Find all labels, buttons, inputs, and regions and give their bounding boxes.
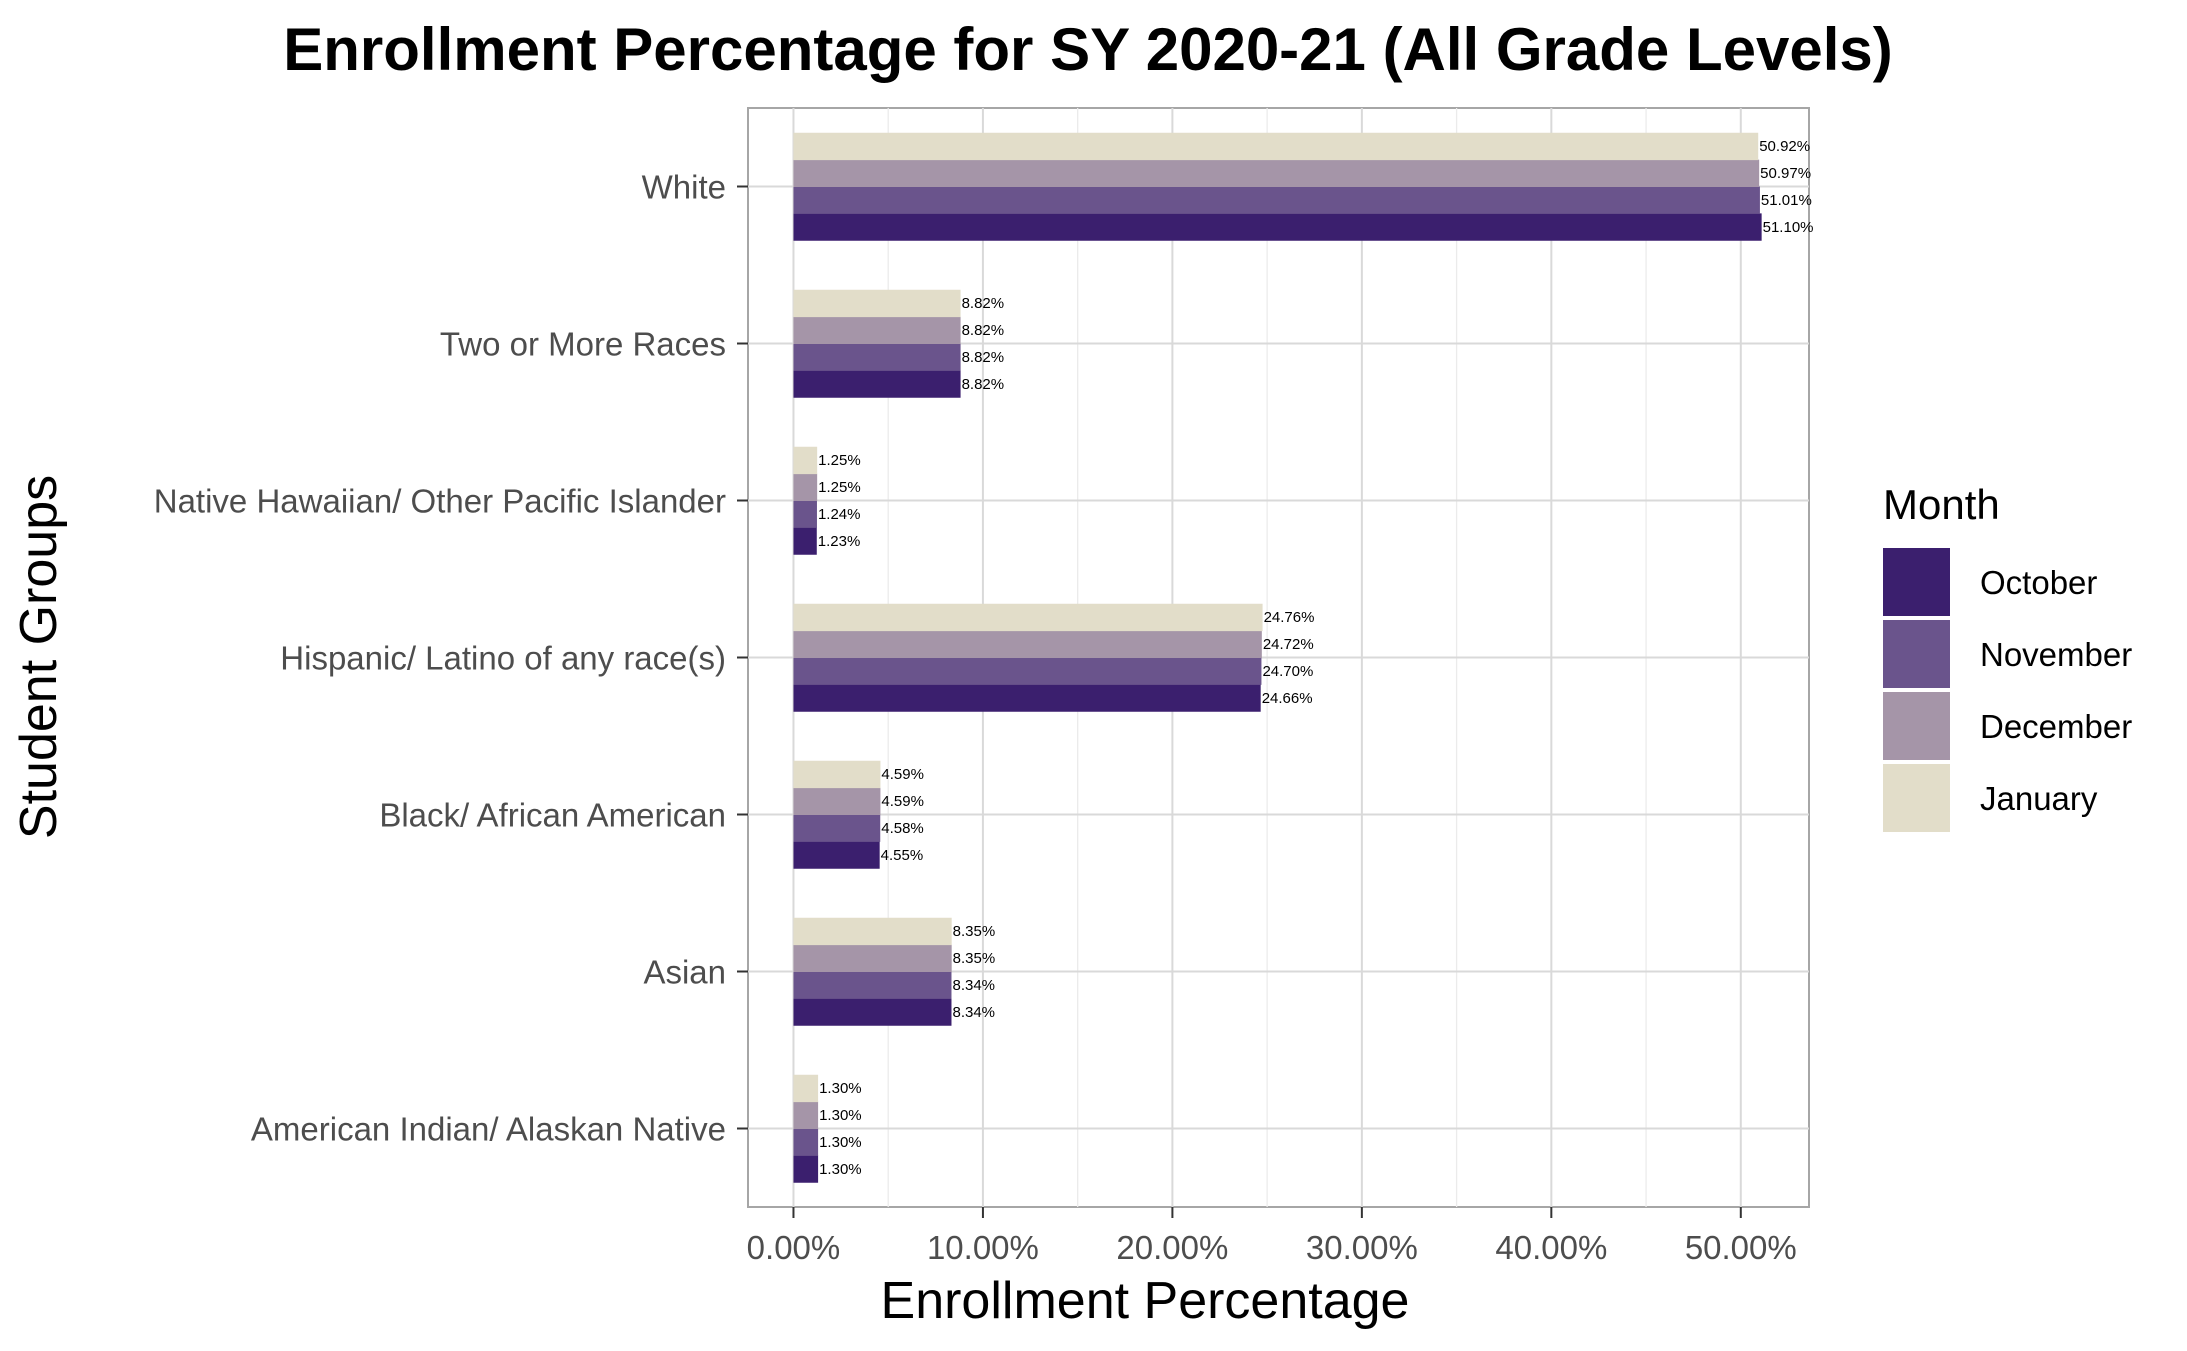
bar-value-label: 1.24% bbox=[818, 506, 861, 523]
x-axis: 0.00% 10.00% 20.00% 30.00% 40.00% 50.00% bbox=[747, 1207, 1797, 1266]
bar-value-label: 8.34% bbox=[952, 977, 995, 994]
x-tick-label: 50.00% bbox=[1685, 1229, 1797, 1266]
bar-october bbox=[793, 370, 961, 398]
y-tick-label: American Indian/ Alaskan Native bbox=[251, 1111, 726, 1148]
bar-value-label: 4.59% bbox=[881, 793, 924, 810]
legend-key-november bbox=[1883, 620, 1950, 688]
bar-november bbox=[793, 186, 1760, 214]
bar-october bbox=[793, 527, 817, 555]
bar-value-label: 50.92% bbox=[1759, 138, 1810, 155]
bar-value-label: 8.82% bbox=[962, 322, 1005, 339]
bar-december bbox=[793, 1101, 819, 1129]
legend: Month October November December January bbox=[1883, 481, 2132, 832]
bar-value-label: 50.97% bbox=[1760, 165, 1811, 182]
bar-november bbox=[793, 814, 881, 842]
bar-november bbox=[793, 1128, 819, 1156]
bar-value-label: 1.25% bbox=[818, 479, 861, 496]
bars bbox=[793, 132, 1762, 1183]
bar-october bbox=[793, 684, 1261, 712]
x-axis-title: Enrollment Percentage bbox=[881, 1272, 1410, 1330]
bar-value-label: 1.23% bbox=[818, 533, 861, 550]
x-tick-label: 10.00% bbox=[927, 1229, 1039, 1266]
bar-december bbox=[793, 787, 881, 815]
bar-value-label: 8.35% bbox=[953, 923, 996, 940]
legend-title: Month bbox=[1883, 481, 2000, 528]
bar-value-label: 1.25% bbox=[818, 452, 861, 469]
y-tick-label: Hispanic/ Latino of any race(s) bbox=[280, 640, 726, 677]
legend-label: November bbox=[1980, 636, 2132, 673]
bar-november bbox=[793, 971, 952, 999]
bar-december bbox=[793, 316, 961, 344]
bar-value-label: 51.01% bbox=[1761, 192, 1812, 209]
bar-value-label: 8.35% bbox=[953, 950, 996, 967]
bar-october bbox=[793, 213, 1762, 241]
bar-value-label: 8.82% bbox=[962, 349, 1005, 366]
x-tick-label: 0.00% bbox=[747, 1229, 841, 1266]
y-tick-label: Black/ African American bbox=[379, 797, 726, 834]
bar-january bbox=[793, 760, 881, 789]
bar-value-label: 4.55% bbox=[881, 847, 924, 864]
bar-january bbox=[793, 132, 1759, 161]
bar-value-label: 4.59% bbox=[881, 766, 924, 783]
bar-value-label: 51.10% bbox=[1763, 219, 1814, 236]
bar-value-label: 1.30% bbox=[819, 1161, 862, 1178]
bar-december bbox=[793, 944, 952, 972]
x-tick-label: 40.00% bbox=[1495, 1229, 1607, 1266]
bar-december bbox=[793, 159, 1760, 187]
bar-january bbox=[793, 917, 952, 946]
chart-title: Enrollment Percentage for SY 2020-21 (Al… bbox=[283, 16, 1893, 83]
legend-key-october bbox=[1883, 548, 1950, 616]
bar-value-label: 4.58% bbox=[881, 820, 924, 837]
y-tick-label: Asian bbox=[643, 954, 726, 991]
legend-label: January bbox=[1980, 780, 2098, 817]
bar-value-label: 24.76% bbox=[1264, 609, 1315, 626]
bar-november bbox=[793, 343, 961, 371]
y-tick-label: Native Hawaiian/ Other Pacific Islander bbox=[154, 483, 726, 520]
y-axis: White Two or More Races Native Hawaiian/ O… bbox=[154, 169, 748, 1148]
y-axis-title: Student Groups bbox=[10, 475, 68, 839]
bar-january bbox=[793, 446, 818, 475]
bar-november bbox=[793, 657, 1262, 685]
legend-key-january bbox=[1883, 764, 1950, 832]
bar-value-label: 1.30% bbox=[819, 1134, 862, 1151]
bar-october bbox=[793, 998, 952, 1026]
bar-january bbox=[793, 603, 1263, 632]
bar-january bbox=[793, 289, 961, 318]
bar-value-label: 8.34% bbox=[952, 1004, 995, 1021]
legend-key-december bbox=[1883, 692, 1950, 760]
x-tick-label: 30.00% bbox=[1306, 1229, 1418, 1266]
bar-november bbox=[793, 500, 817, 528]
y-tick-label: White bbox=[642, 169, 726, 206]
bar-value-label: 8.82% bbox=[962, 295, 1005, 312]
bar-value-label: 24.70% bbox=[1262, 663, 1313, 680]
legend-label: October bbox=[1980, 564, 2097, 601]
bar-value-label: 8.82% bbox=[962, 376, 1005, 393]
bar-december bbox=[793, 473, 818, 501]
bar-value-label: 24.72% bbox=[1263, 636, 1314, 653]
y-tick-label: Two or More Races bbox=[440, 326, 726, 363]
bar-december bbox=[793, 630, 1262, 658]
x-tick-label: 20.00% bbox=[1116, 1229, 1228, 1266]
bar-value-label: 1.30% bbox=[819, 1080, 862, 1097]
bar-january bbox=[793, 1074, 819, 1103]
bar-value-label: 1.30% bbox=[819, 1107, 862, 1124]
bar-value-label: 24.66% bbox=[1262, 690, 1313, 707]
bar-labels: 51.10% 8.82% 1.23% 24.66% 4.55% 8.34% 1.30% 51.… bbox=[818, 138, 1814, 1178]
bar-october bbox=[793, 841, 880, 869]
legend-label: December bbox=[1980, 708, 2132, 745]
bar-october bbox=[793, 1155, 819, 1183]
